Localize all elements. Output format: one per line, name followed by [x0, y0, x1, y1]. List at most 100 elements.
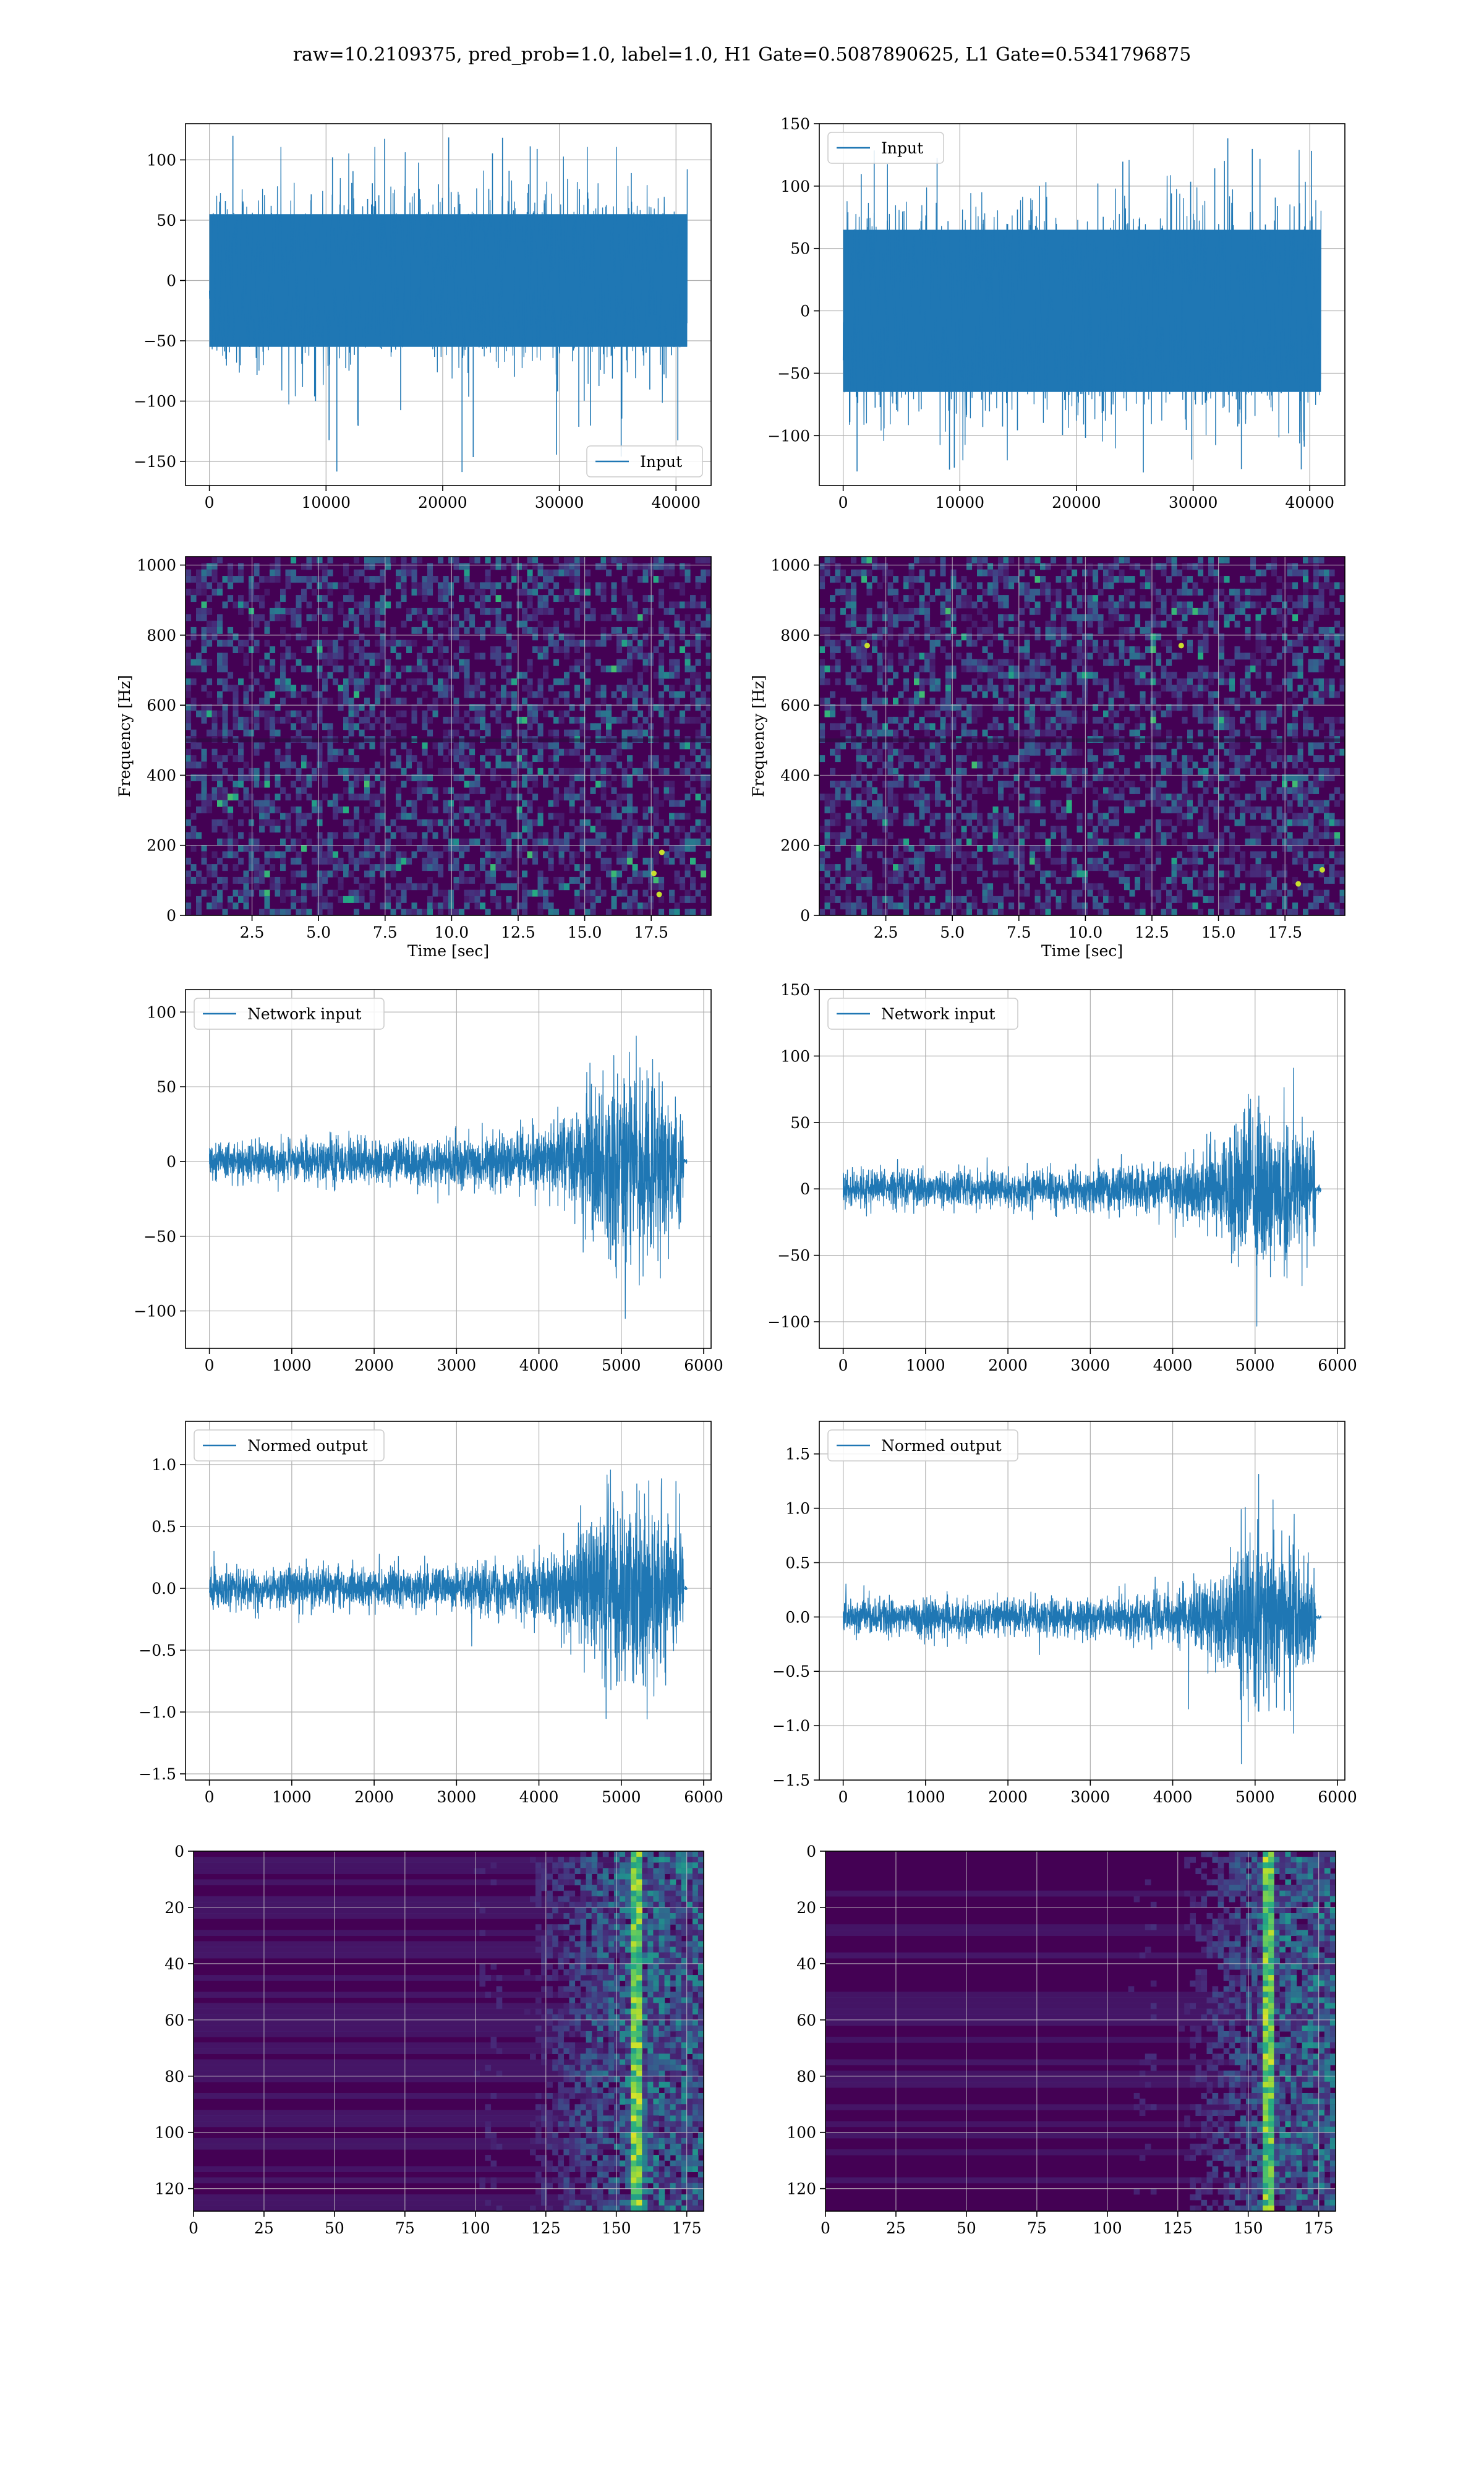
heatmap-cell	[254, 620, 260, 628]
heatmap-cell	[835, 646, 841, 653]
heatmap-cell	[1093, 582, 1099, 589]
heatmap-cell	[621, 826, 628, 833]
heatmap-cell	[966, 614, 973, 622]
heatmap-cell	[1229, 742, 1235, 750]
heatmap-cell	[364, 557, 370, 563]
heatmap-cell	[1124, 800, 1130, 807]
heatmap-cell	[495, 563, 501, 570]
heatmap-cell	[1213, 716, 1219, 724]
heatmap-cell	[600, 864, 607, 871]
heatmap-cell	[254, 569, 260, 576]
heatmap-cell	[537, 832, 544, 839]
heatmap-cell	[830, 557, 836, 563]
heatmap-cell	[606, 723, 612, 730]
heatmap-cell	[966, 557, 973, 563]
heatmap-cell	[490, 813, 497, 820]
heatmap-cell	[1240, 601, 1246, 609]
heatmap-cell	[648, 857, 654, 865]
heatmap-cell	[259, 685, 265, 692]
heatmap-cell	[903, 607, 910, 615]
heatmap-cell	[627, 646, 633, 653]
heatmap-cell	[1030, 666, 1036, 673]
heatmap-cell	[238, 800, 244, 807]
heatmap-cell	[306, 716, 312, 724]
heatmap-cell	[935, 761, 941, 769]
heatmap-cell	[280, 659, 286, 666]
heatmap-cell	[1229, 838, 1235, 845]
heatmap-cell	[322, 896, 328, 903]
heatmap-cell	[1234, 601, 1240, 609]
heatmap-cell	[1318, 666, 1324, 673]
heatmap-cell	[680, 716, 686, 724]
heatmap-cell	[669, 800, 675, 807]
heatmap-cell	[1192, 710, 1198, 717]
heatmap-cell	[1255, 806, 1261, 813]
heatmap-cell	[569, 806, 575, 813]
heatmap-cell	[380, 806, 386, 813]
heatmap-cell	[574, 742, 581, 750]
heatmap-cell	[600, 826, 607, 833]
heatmap-cell	[1287, 838, 1293, 845]
heatmap-cell	[443, 716, 449, 724]
heatmap-cell	[327, 588, 333, 596]
heatmap-cell	[522, 563, 528, 570]
heatmap-cell	[348, 653, 354, 660]
heatmap-cell	[1313, 826, 1320, 833]
heatmap-cell	[207, 678, 213, 685]
heatmap-cell	[674, 876, 680, 884]
heatmap-cell	[977, 781, 983, 788]
heatmap-cell	[459, 666, 465, 673]
heatmap-cell	[275, 601, 281, 609]
heatmap-cell	[511, 563, 518, 570]
heatmap-cell	[201, 851, 207, 858]
heatmap-cell	[929, 761, 936, 769]
heatmap-cell	[396, 672, 402, 679]
heatmap-cell	[1192, 781, 1198, 788]
heatmap-cell	[1140, 774, 1146, 782]
heatmap-cell	[680, 563, 686, 570]
heatmap-cell	[1129, 800, 1135, 807]
heatmap-cell	[1030, 710, 1036, 717]
heatmap-cell	[1250, 557, 1256, 563]
heatmap-cell	[882, 761, 889, 769]
heatmap-cell	[285, 761, 291, 769]
heatmap-cell	[1114, 691, 1120, 698]
heatmap-cell	[1040, 806, 1046, 813]
heatmap-cell	[987, 588, 994, 596]
heatmap-cell	[417, 909, 423, 916]
heatmap-cell	[1040, 819, 1046, 826]
heatmap-cell	[924, 557, 931, 563]
heatmap-cell	[1334, 666, 1341, 673]
heatmap-cell	[653, 800, 659, 807]
y-tick-label: 0	[166, 907, 176, 925]
heatmap-cell	[1240, 761, 1246, 769]
heatmap-cell	[866, 723, 872, 730]
heatmap-cell	[595, 710, 602, 717]
heatmap-cell	[887, 729, 893, 737]
heatmap-cell	[1271, 716, 1277, 724]
heatmap-cell	[537, 748, 544, 756]
heatmap-cell	[464, 723, 470, 730]
heatmap-cell	[380, 569, 386, 576]
heatmap-cell	[196, 896, 202, 903]
heatmap-cell	[574, 748, 581, 756]
heatmap-cell	[835, 678, 841, 685]
heatmap-cell	[201, 563, 207, 570]
heatmap-cell	[701, 633, 707, 641]
heatmap-cell	[1198, 819, 1204, 826]
heatmap-cell	[642, 659, 649, 666]
heatmap-cell	[1003, 819, 1009, 826]
heatmap-cell	[201, 685, 207, 692]
heatmap-cell	[1119, 557, 1125, 563]
heatmap-cell	[648, 883, 654, 891]
heatmap-cell	[1024, 582, 1030, 589]
heatmap-cell	[595, 685, 602, 692]
heatmap-cell	[291, 620, 297, 628]
heatmap-cell	[422, 832, 428, 839]
heatmap-cell	[459, 755, 465, 763]
heatmap-cell	[992, 659, 999, 666]
heatmap-cell	[270, 729, 276, 737]
heatmap-cell	[669, 666, 675, 673]
heatmap-cell	[480, 633, 486, 641]
heatmap-cell	[1213, 691, 1219, 698]
